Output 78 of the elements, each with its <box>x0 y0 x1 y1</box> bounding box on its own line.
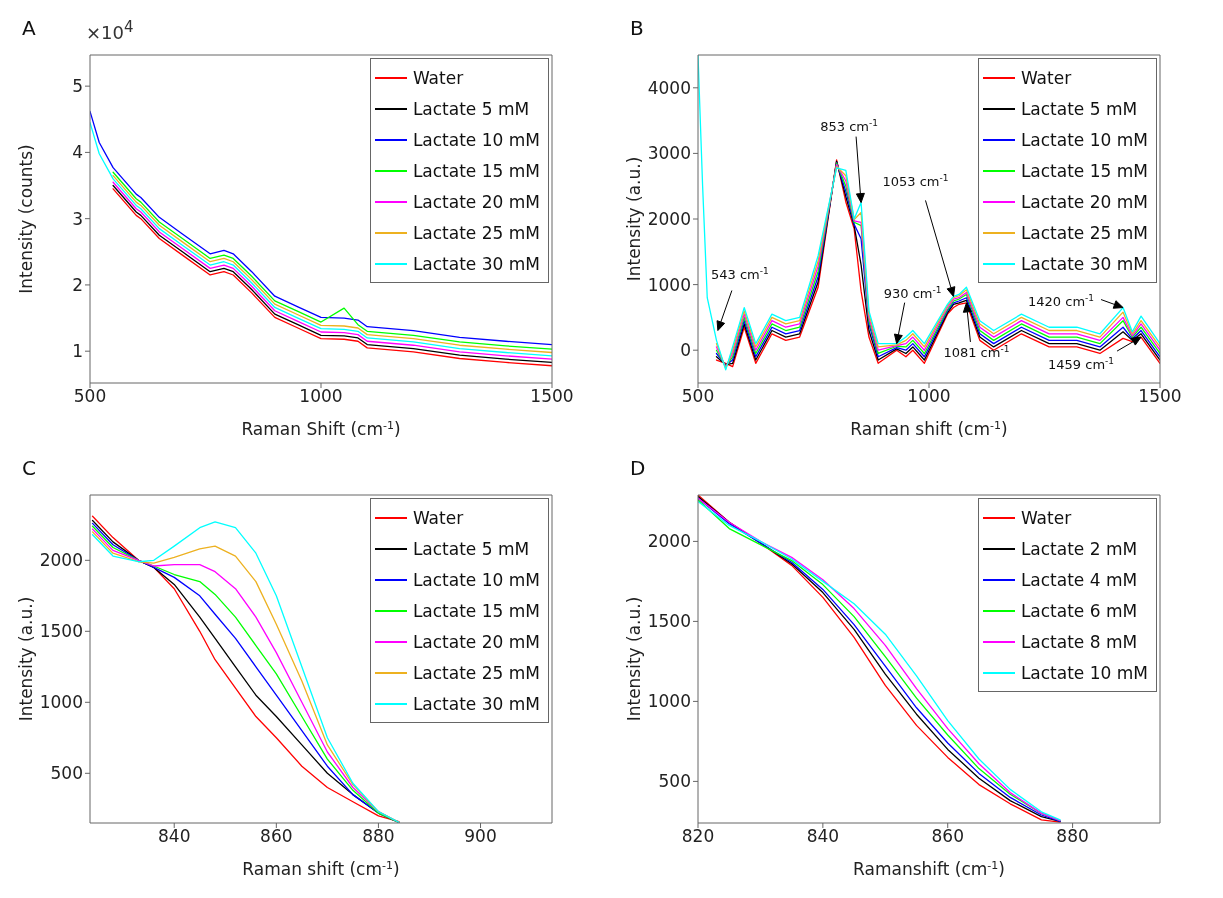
y-axis-title: Intensity (a.u.) <box>624 156 644 282</box>
legend-label: Lactate 4 mM <box>1020 569 1138 590</box>
legend-label: Water <box>412 507 464 528</box>
x-tick-label: 900 <box>464 826 497 847</box>
y-tick-label: 4000 <box>647 77 691 98</box>
legend-label: Lactate 25 mM <box>412 222 540 243</box>
legend-label: Lactate 8 mM <box>1020 631 1138 652</box>
legend-label: Lactate 6 mM <box>1020 600 1138 621</box>
x-tick-label: 880 <box>1056 826 1089 847</box>
x-tick-label: 1000 <box>907 386 951 407</box>
x-axis-title: Ramanshift (cm$^{-1}$) <box>853 858 1005 879</box>
annotation: 1053 cm$^{-1}$ <box>882 173 949 190</box>
legend-label: Lactate 5 mM <box>412 538 530 559</box>
legend-label: Lactate 10 mM <box>1020 662 1148 683</box>
y-tick-label: 1500 <box>647 611 691 632</box>
y-axis-title: Intensity (a.u.) <box>16 596 36 722</box>
y-tick-label: 500 <box>658 771 691 792</box>
legend-label: Lactate 30 mM <box>412 693 540 714</box>
legend-label: Lactate 20 mM <box>1020 191 1148 212</box>
legend-label: Lactate 10 mM <box>412 569 540 590</box>
chart-title: B <box>630 16 644 40</box>
annotation: 853 cm$^{-1}$ <box>820 117 878 134</box>
legend-label: Lactate 20 mM <box>412 631 540 652</box>
legend-label: Water <box>412 67 464 88</box>
x-axis-title: Raman Shift (cm$^{-1}$) <box>241 418 401 439</box>
y-tick-label: 1000 <box>647 274 691 295</box>
legend-label: Lactate 15 mM <box>412 600 540 621</box>
annotation: 1420 cm$^{-1}$ <box>1028 292 1095 309</box>
legend-label: Lactate 5 mM <box>1020 98 1138 119</box>
legend-label: Lactate 25 mM <box>412 662 540 683</box>
y-axis-title: Intensity (a.u.) <box>624 596 644 722</box>
legend-label: Lactate 10 mM <box>1020 129 1148 150</box>
x-tick-label: 860 <box>931 826 964 847</box>
x-tick-label: 1500 <box>530 386 574 407</box>
x-axis-title: Raman shift (cm$^{-1}$) <box>242 858 400 879</box>
legend-label: Lactate 10 mM <box>412 129 540 150</box>
x-tick-label: 880 <box>362 826 395 847</box>
legend-label: Lactate 20 mM <box>412 191 540 212</box>
y-tick-label: 3 <box>72 208 83 229</box>
x-tick-label: 840 <box>158 826 191 847</box>
annotation: 543 cm$^{-1}$ <box>710 265 769 282</box>
chart-title: D <box>630 456 646 480</box>
chart-title: C <box>22 456 36 480</box>
x-tick-label: 500 <box>681 386 715 407</box>
text: ×10$^{4}$ <box>86 18 134 43</box>
y-axis-title: Intensity (counts) <box>16 144 36 294</box>
x-tick-label: 1000 <box>299 386 343 407</box>
y-tick-label: 1000 <box>39 692 83 713</box>
annotation: 1459 cm$^{-1}$ <box>1048 356 1115 373</box>
y-tick-label: 2 <box>72 274 83 295</box>
legend-label: Lactate 2 mM <box>1020 538 1138 559</box>
annotation: 1081 cm$^{-1}$ <box>943 343 1010 360</box>
y-tick-label: 1 <box>72 341 83 362</box>
y-tick-label: 2000 <box>647 531 691 552</box>
x-tick-label: 820 <box>681 826 715 847</box>
legend-label: Lactate 25 mM <box>1020 222 1148 243</box>
y-tick-label: 500 <box>50 763 83 784</box>
legend-label: Lactate 30 mM <box>412 253 540 274</box>
legend-label: Lactate 15 mM <box>412 160 540 181</box>
legend-label: Lactate 15 mM <box>1020 160 1148 181</box>
x-tick-label: 1500 <box>1138 386 1182 407</box>
y-tick-label: 5 <box>72 76 83 97</box>
legend-label: Lactate 5 mM <box>412 98 530 119</box>
y-tick-label: 1500 <box>39 621 83 642</box>
x-axis-title: Raman shift (cm$^{-1}$) <box>850 418 1008 439</box>
y-tick-label: 1000 <box>647 691 691 712</box>
legend-label: Lactate 30 mM <box>1020 253 1148 274</box>
legend-label: Water <box>1020 67 1072 88</box>
y-tick-label: 3000 <box>647 143 691 164</box>
y-tick-label: 4 <box>72 142 83 163</box>
chart-title: A <box>22 16 36 40</box>
legend-label: Water <box>1020 507 1072 528</box>
x-tick-label: 860 <box>260 826 293 847</box>
y-tick-label: 0 <box>680 340 691 361</box>
y-tick-label: 2000 <box>647 209 691 230</box>
annotation: 930 cm$^{-1}$ <box>883 284 942 301</box>
x-tick-label: 840 <box>806 826 840 847</box>
y-tick-label: 2000 <box>39 550 83 571</box>
